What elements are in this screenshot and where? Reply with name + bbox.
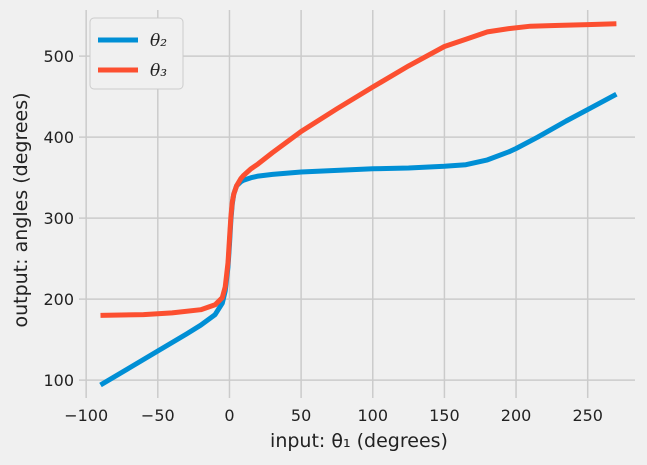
y-tick-label: 300 (43, 209, 74, 228)
legend-box (89, 17, 184, 90)
legend-label-theta3: θ₃ (150, 61, 167, 81)
x-tick-label: 100 (357, 406, 388, 425)
y-tick-label: 500 (43, 47, 74, 66)
x-axis-label: input: θ₁ (degrees) (270, 430, 448, 452)
y-tick-labels: 100 200 300 400 500 (43, 47, 74, 390)
x-tick-label: 250 (572, 406, 603, 425)
x-tick-label: 0 (224, 406, 234, 425)
grid (79, 10, 635, 398)
y-axis-label: output: angles (degrees) (10, 92, 32, 327)
x-tick-labels: −100 −50 0 50 100 150 200 250 (64, 406, 603, 425)
y-tick-label: 200 (43, 290, 74, 309)
x-tick-label: −100 (64, 406, 108, 425)
x-tick-label: −50 (141, 406, 175, 425)
x-tick-label: 150 (429, 406, 460, 425)
x-tick-label: 200 (501, 406, 532, 425)
legend-label-theta2: θ₂ (150, 31, 167, 51)
series-line-theta3 (100, 21, 617, 318)
series-layer (99, 21, 618, 388)
y-tick-label: 100 (43, 371, 74, 390)
x-tick-label: 50 (291, 406, 311, 425)
series-line-theta2 (99, 91, 618, 388)
y-tick-label: 400 (43, 128, 74, 147)
legend: θ₂ θ₃ (89, 17, 184, 90)
